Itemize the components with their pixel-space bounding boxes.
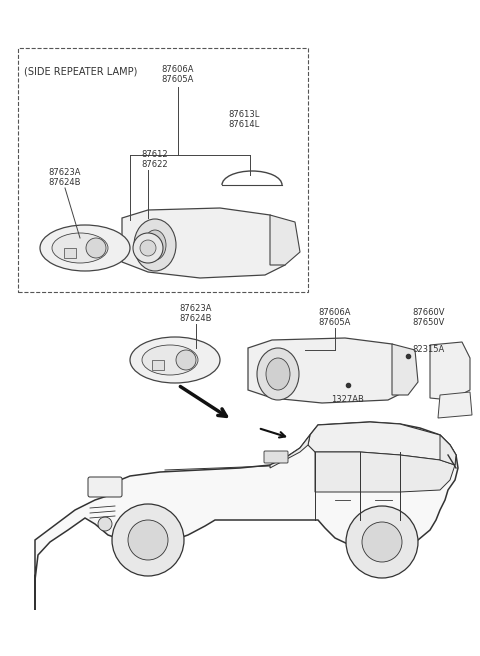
Circle shape xyxy=(176,350,196,370)
Text: 87650V: 87650V xyxy=(412,318,444,327)
Ellipse shape xyxy=(142,345,198,375)
Text: 87613L: 87613L xyxy=(228,110,259,119)
Polygon shape xyxy=(270,215,300,265)
FancyBboxPatch shape xyxy=(88,477,122,497)
Circle shape xyxy=(86,238,106,258)
Polygon shape xyxy=(248,338,408,403)
Circle shape xyxy=(128,520,168,560)
Ellipse shape xyxy=(266,358,290,390)
Text: 82315A: 82315A xyxy=(412,345,444,354)
Text: 87623A: 87623A xyxy=(49,168,81,177)
Polygon shape xyxy=(438,392,472,418)
Text: 87660V: 87660V xyxy=(412,308,444,317)
Ellipse shape xyxy=(257,348,299,400)
Circle shape xyxy=(133,233,163,263)
Text: 87624B: 87624B xyxy=(49,178,81,187)
Ellipse shape xyxy=(130,337,220,383)
Circle shape xyxy=(98,517,112,531)
Circle shape xyxy=(140,240,156,256)
Text: 87605A: 87605A xyxy=(318,318,350,327)
Polygon shape xyxy=(270,435,310,468)
Text: 87624B: 87624B xyxy=(180,314,212,323)
Text: 87606A: 87606A xyxy=(162,65,194,74)
Text: 87614L: 87614L xyxy=(228,120,259,129)
Bar xyxy=(64,248,76,258)
FancyBboxPatch shape xyxy=(264,451,288,463)
Text: 87612: 87612 xyxy=(142,150,168,159)
Ellipse shape xyxy=(52,233,108,263)
Ellipse shape xyxy=(134,219,176,271)
Polygon shape xyxy=(440,435,456,465)
Text: (SIDE REPEATER LAMP): (SIDE REPEATER LAMP) xyxy=(24,66,137,76)
Text: 87605A: 87605A xyxy=(162,75,194,84)
Text: 1327AB: 1327AB xyxy=(332,395,364,404)
Polygon shape xyxy=(315,452,455,492)
Circle shape xyxy=(362,522,402,562)
Polygon shape xyxy=(35,422,458,610)
Text: 87622: 87622 xyxy=(142,160,168,169)
Ellipse shape xyxy=(144,230,166,260)
Polygon shape xyxy=(392,344,418,395)
Text: 87623A: 87623A xyxy=(180,304,212,313)
Polygon shape xyxy=(430,342,470,400)
Polygon shape xyxy=(308,422,456,465)
Bar xyxy=(152,360,164,370)
Circle shape xyxy=(346,506,418,578)
Text: 87606A: 87606A xyxy=(318,308,350,317)
Bar xyxy=(18,48,308,292)
Ellipse shape xyxy=(40,225,130,271)
Polygon shape xyxy=(122,208,285,278)
Circle shape xyxy=(112,504,184,576)
